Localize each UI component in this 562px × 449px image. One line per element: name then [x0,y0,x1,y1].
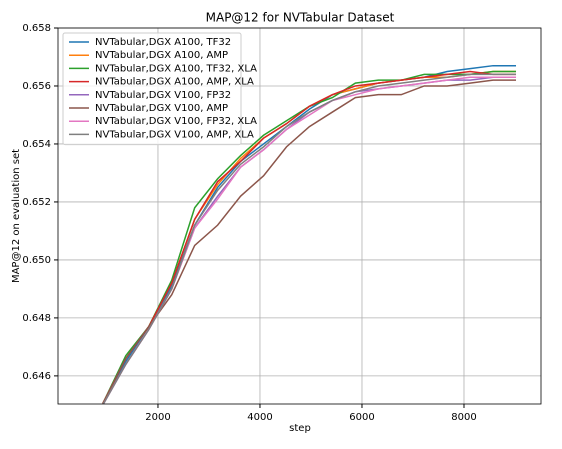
y-tick-label: 0.652 [22,197,51,208]
series-line [102,64,517,404]
legend-label: NVTabular,DGX A100, AMP, XLA [95,77,254,88]
x-tick-label: 6000 [349,412,374,423]
x-tick-label: 2000 [145,412,170,423]
y-tick-label: 0.650 [22,255,51,266]
y-tick-label: 0.658 [22,23,51,34]
y-tick-label: 0.648 [22,313,51,324]
chart-title: MAP@12 for NVTabular Dataset [206,11,395,25]
legend-label: NVTabular,DGX V100, AMP [95,103,228,114]
legend-label: NVTabular,DGX A100, AMP [95,50,228,61]
series-line [102,70,517,404]
legend-box [62,32,242,146]
y-axis-label: MAP@12 on evaluation set [11,149,22,283]
legend-label: NVTabular,DGX A100, TF32 [95,37,231,48]
x-tick-label: 8000 [451,412,476,423]
y-tick-label: 0.646 [22,371,51,382]
y-tick-label: 0.654 [22,139,51,150]
series-line [102,73,517,404]
legend-label: NVTabular,DGX V100, FP32, XLA [95,116,257,127]
legend-label: NVTabular,DGX V100, AMP, XLA [95,129,254,140]
plot-frame [57,27,542,405]
series-line [102,79,517,404]
x-axis-label: step [289,423,311,434]
y-tick-label: 0.656 [22,81,51,92]
legend-label: NVTabular,DGX A100, TF32, XLA [95,63,257,74]
legend-label: NVTabular,DGX V100, FP32 [95,90,231,101]
x-tick-label: 4000 [247,412,272,423]
